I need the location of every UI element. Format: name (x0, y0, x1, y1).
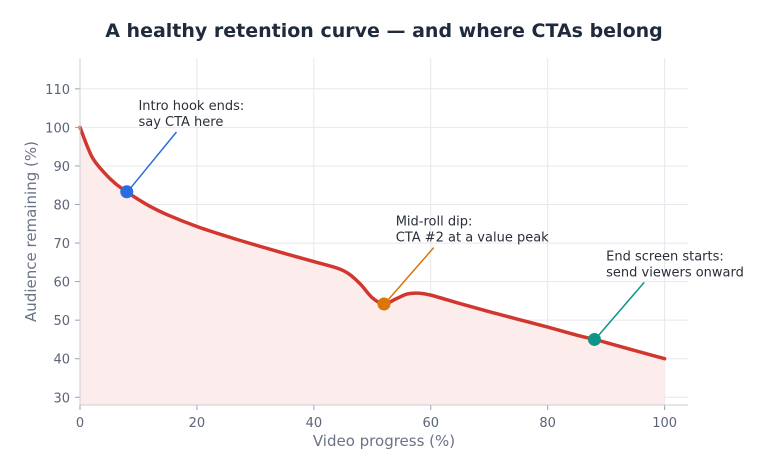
annotation-text-3-line2: send viewers onward (606, 265, 744, 280)
annotations: Intro hook ends:say CTA here Mid-roll dip… (120, 99, 744, 346)
y-tick-label: 100 (45, 121, 70, 136)
y-tick-label: 90 (53, 160, 70, 175)
y-tick-label: 110 (45, 83, 70, 98)
y-tick-label: 50 (53, 314, 70, 329)
retention-area (80, 127, 665, 406)
x-tick-label: 80 (539, 416, 556, 431)
x-tick-label: 40 (306, 416, 323, 431)
annotation-marker-2 (377, 297, 391, 311)
y-axis-label: Audience remaining (%) (22, 141, 40, 322)
annotation-arrow-3 (597, 281, 645, 336)
annotation-text-1-line1: Intro hook ends: (138, 99, 244, 114)
annotation-text-2-line2: CTA #2 at a value peak (396, 231, 549, 246)
y-tick-label: 30 (53, 391, 70, 406)
y-tick-label: 70 (53, 237, 70, 252)
y-tick-label: 80 (53, 199, 70, 214)
retention-line (78, 125, 667, 361)
annotation-text-3-line1: End screen starts: (606, 249, 724, 264)
y-tick-label: 40 (53, 353, 70, 368)
x-tick-label: 60 (422, 416, 439, 431)
y-tick-label: 60 (53, 276, 70, 291)
x-tick-label: 100 (652, 416, 677, 431)
annotation-arrow-2 (387, 247, 435, 301)
x-tick-label: 20 (189, 416, 206, 431)
x-tick-label: 0 (76, 416, 84, 431)
annotation-text-2-line1: Mid-roll dip: (396, 215, 473, 230)
axes: 0 20 40 60 80 100 30 40 50 60 70 80 90 100 110 (45, 58, 688, 431)
annotation-marker-3 (587, 332, 601, 346)
annotation-marker-1 (120, 185, 134, 199)
annotation-arrow-1 (130, 131, 178, 189)
x-axis-label: Video progress (%) (313, 432, 455, 450)
chart-title: A healthy retention curve — and where CT… (105, 20, 663, 42)
annotation-text-1-line2: say CTA here (138, 115, 223, 130)
